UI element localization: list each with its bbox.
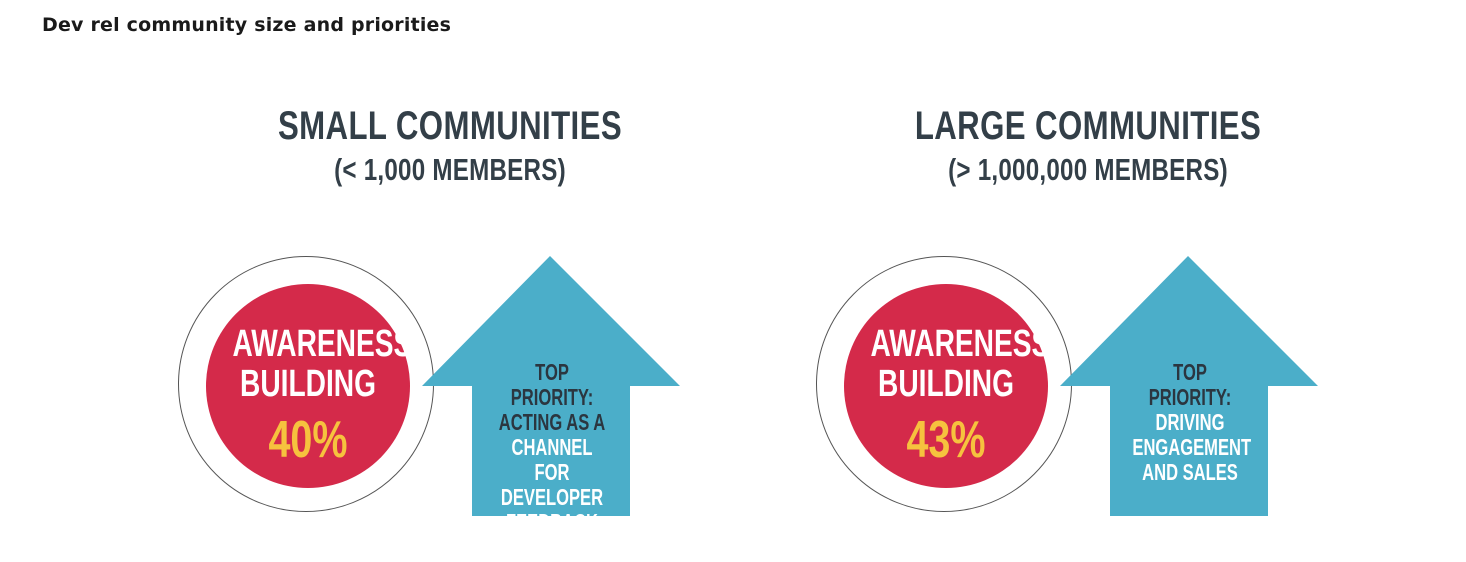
awareness-circle: AWARENESS BUILDING 40%	[206, 284, 413, 488]
priority-line: DRIVING	[1155, 409, 1225, 435]
priority-line: ACTING AS A	[498, 409, 606, 435]
priority-line: CHANNEL FOR	[511, 434, 593, 485]
panel-subheading: (< 1,000 MEMBERS)	[334, 152, 566, 187]
panel-heading: LARGE COMMUNITIES	[914, 104, 1262, 148]
page-title: Dev rel community size and priorities	[42, 14, 452, 36]
arrow-text: TOP PRIORITY: DRIVING ENGAGEMENT AND SAL…	[1132, 359, 1252, 485]
small-communities-panel: SMALL COMMUNITIES (< 1,000 MEMBERS) AWAR…	[170, 0, 730, 562]
arrow-text: TOP PRIORITY: ACTING AS A CHANNEL FOR DE…	[494, 360, 609, 535]
priority-line: AND SALES	[1142, 459, 1238, 485]
circle-label-line1: AWARENESS	[232, 323, 413, 365]
awareness-circle: AWARENESS BUILDING 43%	[844, 284, 1051, 488]
circle-label-line1: AWARENESS	[870, 323, 1051, 365]
large-communities-panel: LARGE COMMUNITIES (> 1,000,000 MEMBERS) …	[808, 0, 1368, 562]
up-arrow-icon	[422, 256, 680, 516]
circle-label-line2: BUILDING	[878, 363, 1014, 405]
circle-label-line2: BUILDING	[240, 363, 376, 405]
top-priority-label: TOP PRIORITY:	[510, 359, 594, 410]
circle-percent: 43%	[906, 411, 986, 469]
priority-line: FEEDBACK	[505, 509, 599, 535]
circle-percent: 40%	[268, 411, 348, 469]
up-arrow-icon	[1060, 256, 1318, 516]
panel-subheading: (> 1,000,000 MEMBERS)	[948, 152, 1228, 187]
panel-heading: SMALL COMMUNITIES	[277, 104, 623, 148]
priority-line: ENGAGEMENT	[1132, 434, 1252, 460]
top-priority-label: TOP PRIORITY:	[1148, 359, 1232, 410]
priority-line: DEVELOPER	[500, 484, 604, 510]
